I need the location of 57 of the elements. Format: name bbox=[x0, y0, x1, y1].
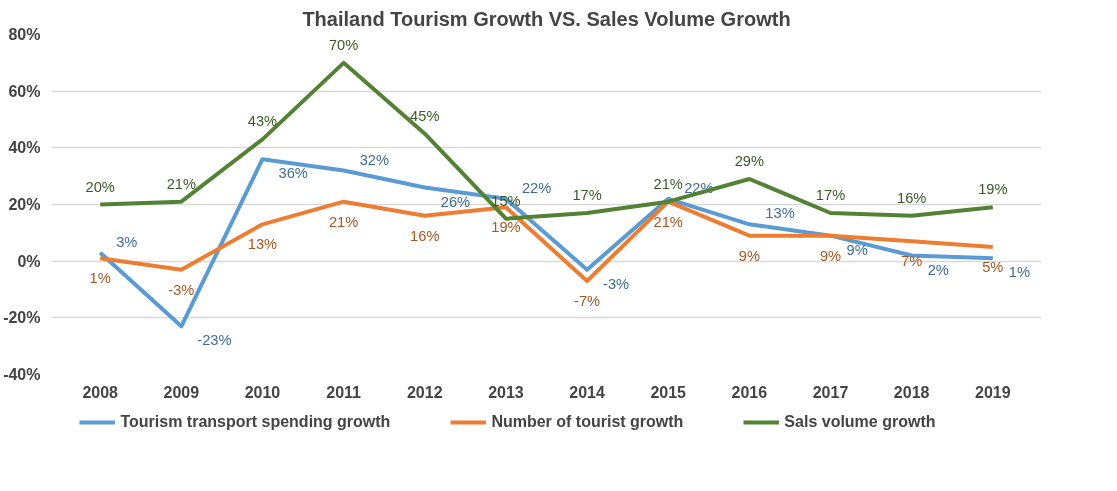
y-tick-label: 20% bbox=[8, 196, 41, 213]
data-label: 21% bbox=[653, 175, 683, 192]
legend-label: Sals volume growth bbox=[784, 413, 936, 431]
x-tick-label: 2012 bbox=[406, 383, 443, 401]
data-label: 36% bbox=[278, 165, 308, 182]
data-label: 21% bbox=[166, 175, 197, 192]
y-tick-label: 80% bbox=[8, 26, 41, 43]
x-tick-label: 2017 bbox=[812, 383, 849, 401]
legend-label: Tourism transport spending growth bbox=[120, 413, 391, 431]
data-label: 20% bbox=[85, 178, 115, 195]
y-tick-label: -40% bbox=[3, 366, 41, 383]
data-label: 17% bbox=[815, 187, 846, 203]
data-label: 32% bbox=[359, 151, 389, 168]
data-label: 3% bbox=[116, 233, 138, 250]
x-tick-label: 2016 bbox=[731, 383, 768, 401]
data-label: 45% bbox=[410, 107, 440, 124]
y-tick-label: -20% bbox=[3, 309, 41, 327]
data-label: 70% bbox=[328, 36, 359, 53]
x-tick-label: 2014 bbox=[569, 383, 605, 401]
x-tick-label: 2015 bbox=[650, 383, 687, 401]
data-label: 9% bbox=[846, 241, 868, 258]
data-label: -23% bbox=[197, 332, 232, 349]
data-label: 19% bbox=[978, 181, 1008, 198]
data-label: 5% bbox=[982, 259, 1004, 275]
data-label: 9% bbox=[738, 247, 760, 264]
data-label: 1% bbox=[1008, 264, 1030, 281]
data-label: -3% bbox=[603, 275, 630, 292]
data-label: 13% bbox=[765, 205, 795, 222]
x-tick-label: 2009 bbox=[163, 383, 200, 401]
data-label: 17% bbox=[572, 187, 602, 203]
y-tick-label: 0% bbox=[17, 252, 41, 270]
data-label: 22% bbox=[521, 179, 552, 196]
legend-label: Number of tourist growth bbox=[491, 413, 684, 431]
data-label: 2% bbox=[927, 261, 949, 278]
data-label: 16% bbox=[897, 189, 927, 206]
x-tick-label: 2010 bbox=[244, 383, 281, 401]
x-tick-label: 2013 bbox=[488, 383, 524, 401]
data-label: 21% bbox=[328, 213, 359, 230]
y-tick-label: 40% bbox=[8, 139, 41, 157]
data-label: 16% bbox=[410, 227, 440, 244]
chart-title: Thailand Tourism Growth VS. Sales Volume Growth bbox=[302, 7, 791, 30]
data-label: 43% bbox=[247, 113, 278, 130]
data-label: 13% bbox=[247, 236, 278, 253]
y-tick-label: 60% bbox=[8, 82, 41, 100]
x-tick-label: 2019 bbox=[975, 383, 1011, 401]
x-tick-label: 2008 bbox=[82, 383, 119, 401]
data-label: 19% bbox=[491, 219, 521, 236]
data-label: 7% bbox=[901, 253, 923, 270]
data-label: -7% bbox=[574, 293, 601, 309]
data-label: 1% bbox=[89, 270, 111, 287]
x-tick-label: 2011 bbox=[326, 383, 362, 401]
data-label: 26% bbox=[440, 193, 471, 210]
x-tick-label: 2018 bbox=[893, 383, 930, 401]
data-label: 9% bbox=[819, 247, 842, 264]
data-label: 29% bbox=[734, 153, 765, 169]
data-label: 21% bbox=[653, 213, 683, 230]
data-label: -3% bbox=[168, 281, 195, 298]
